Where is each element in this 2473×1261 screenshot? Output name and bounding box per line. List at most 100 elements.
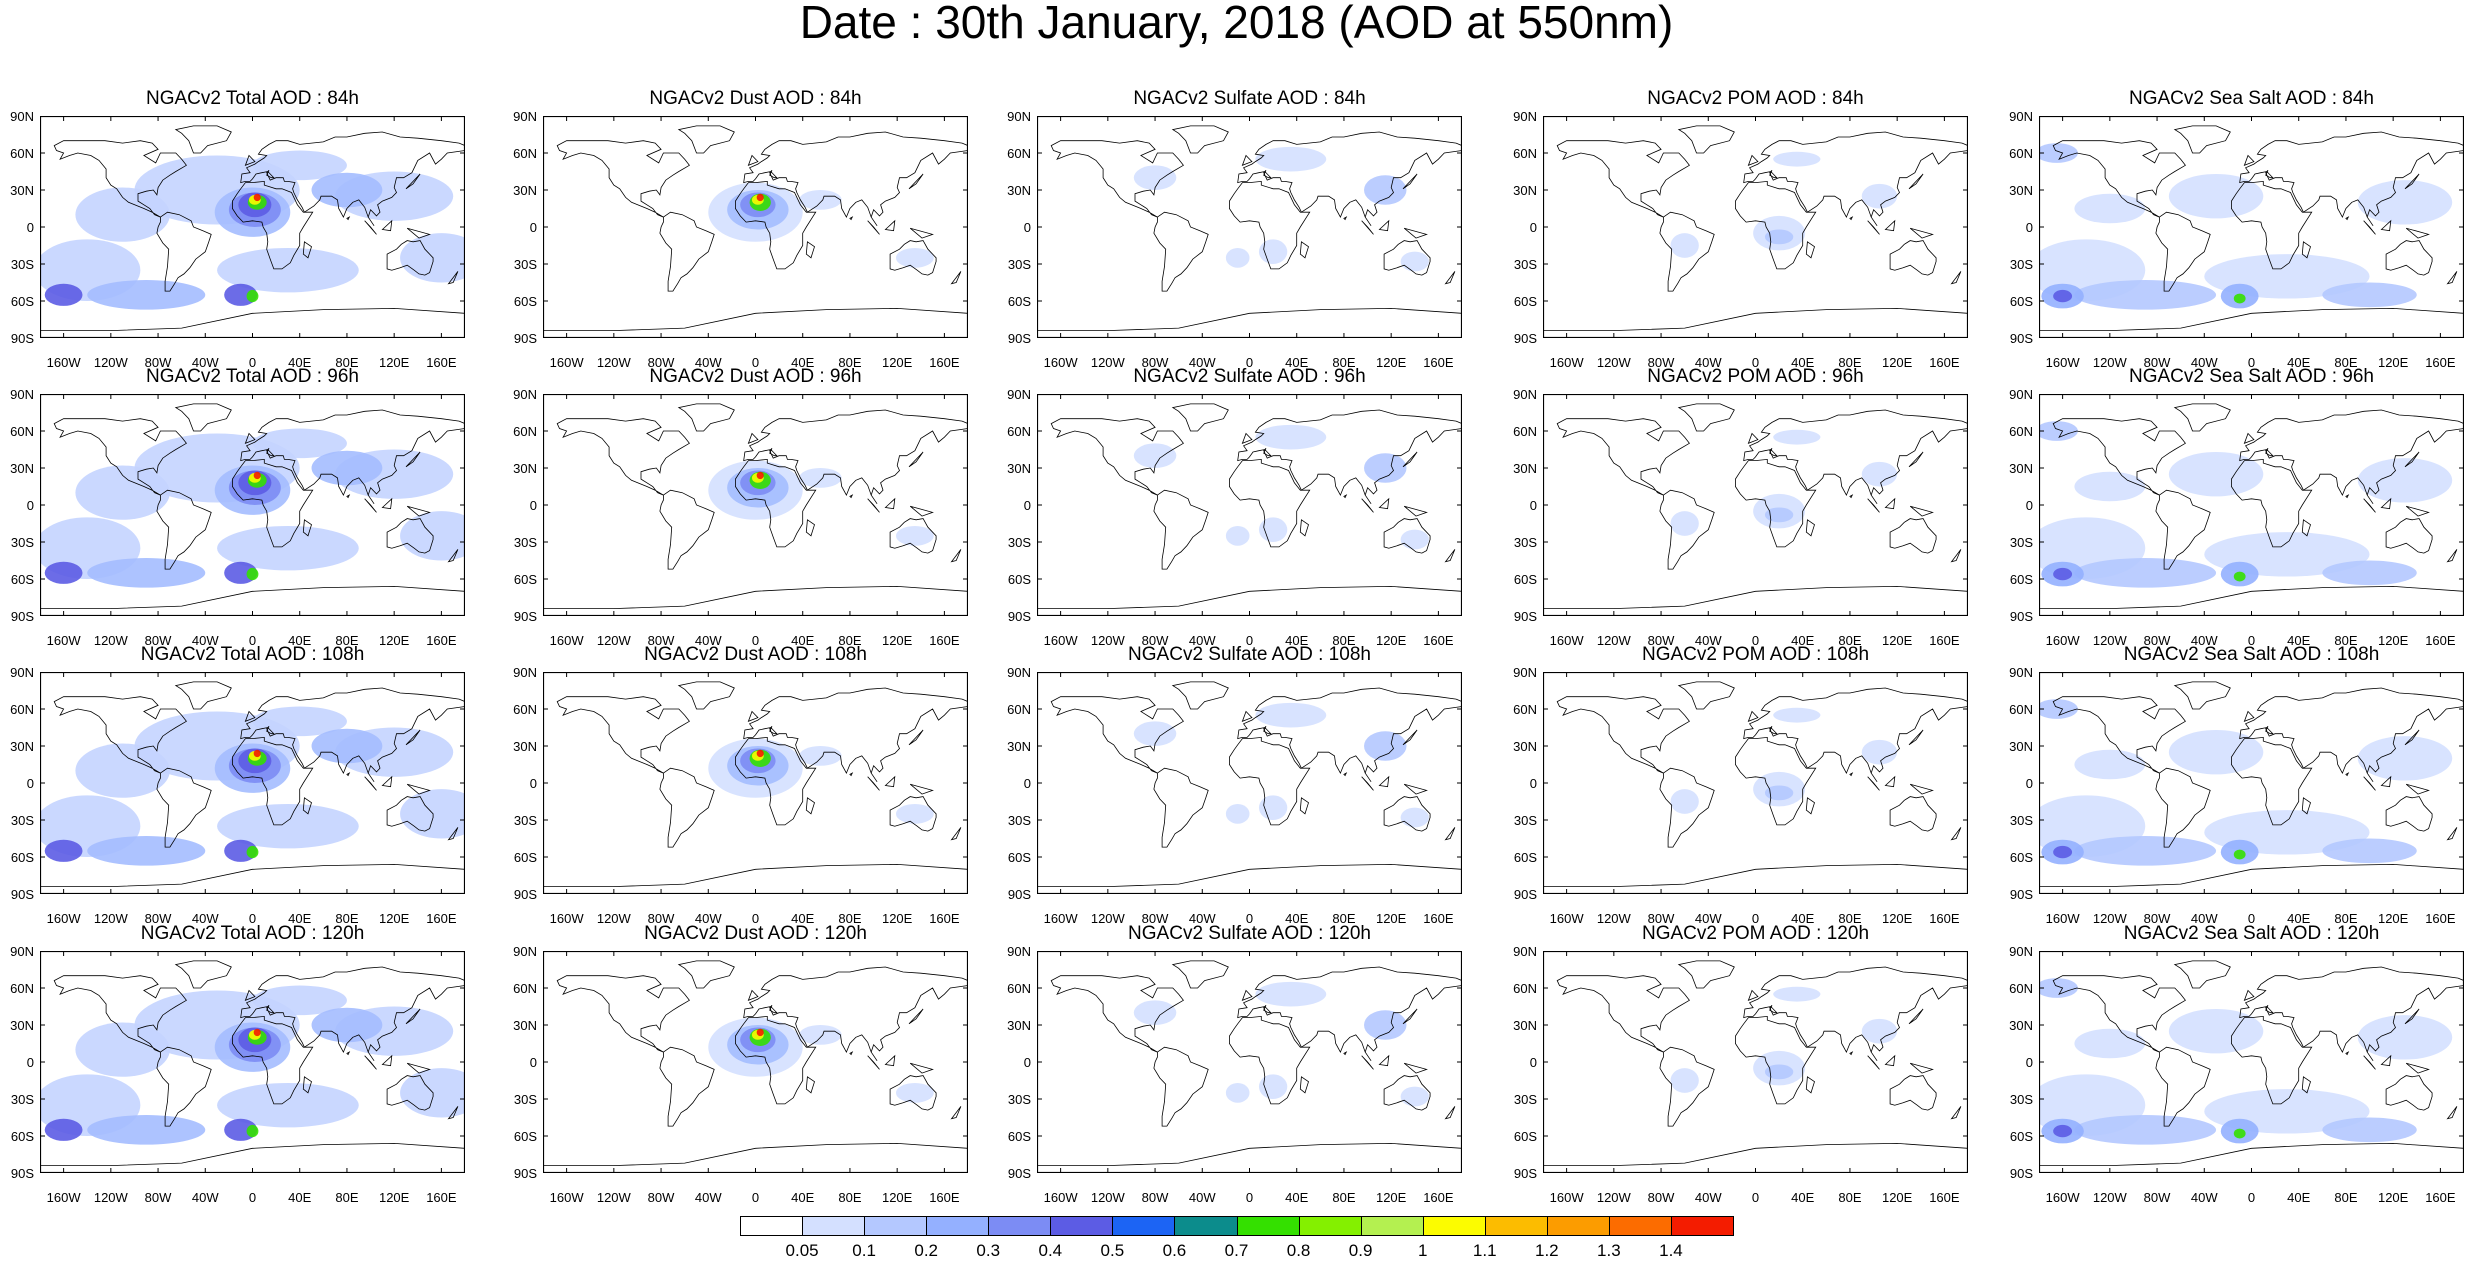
lon-label: 40E [288, 355, 312, 370]
coastline [386, 1075, 434, 1111]
panel-title: NGACv2 Sulfate AOD : 96h [1133, 366, 1366, 387]
coastline [1402, 729, 1418, 746]
lon-label: 40W [694, 1190, 722, 1205]
lat-label: 30S [1007, 535, 1031, 550]
coastline [2173, 681, 2231, 710]
lon-label: 40E [2287, 911, 2311, 926]
lat-label: 60N [2009, 146, 2033, 161]
coastline [1556, 140, 1690, 218]
coastline [156, 211, 212, 292]
map-frame [1543, 951, 1968, 1173]
coastline [405, 173, 421, 190]
lon-label: 40W [1188, 911, 1216, 926]
lon-label: 40E [1791, 633, 1815, 648]
coastline [1747, 989, 1759, 1001]
coastline [1889, 240, 1937, 276]
lat-label: 30N [10, 183, 34, 198]
lon-label: 80E [838, 1190, 862, 1205]
aod-contour [1861, 461, 1898, 487]
lat-label: 30N [2009, 739, 2033, 754]
lon-label: 40W [1694, 1190, 1722, 1205]
colorbar-swatch [1608, 1216, 1672, 1236]
coastline [2239, 131, 2464, 227]
coastline [1228, 736, 1311, 826]
lon-label: 160W [2045, 355, 2080, 370]
lon-label: 120E [378, 911, 410, 926]
coastline [659, 767, 715, 848]
map-frame [543, 672, 968, 894]
aod-contour [2074, 280, 2217, 310]
lon-label: 160E [929, 911, 960, 926]
aod-contour [1400, 251, 1429, 272]
aod-contour [1255, 702, 1327, 728]
lon-label: 120W [1090, 355, 1125, 370]
coastline [244, 989, 256, 1001]
coastline [346, 494, 351, 499]
lon-label: 0 [1751, 1190, 1760, 1205]
coastline [1237, 131, 1462, 227]
coastline [1228, 180, 1311, 270]
lat-label: 60N [1007, 146, 1031, 161]
coastline [2155, 1046, 2211, 1127]
aod-contour [799, 190, 842, 210]
lon-label: 120W [1596, 1190, 1631, 1205]
coastline [849, 494, 854, 499]
coastline [2385, 518, 2433, 554]
coastline [364, 1055, 377, 1070]
coastline [231, 736, 314, 826]
coastline [2230, 180, 2313, 270]
coastline [734, 1015, 817, 1105]
coastline [1403, 505, 1428, 517]
map-frame [40, 672, 465, 894]
coastline [386, 518, 434, 554]
coastline [1444, 271, 1456, 285]
coastline [1867, 776, 1880, 791]
coastline [156, 489, 212, 570]
lon-label: 160W [1549, 1190, 1584, 1205]
lon-label: 40W [1188, 633, 1216, 648]
aod-contour [2357, 1015, 2453, 1060]
coastline [1677, 125, 1735, 154]
map-panel-seasalt-1: NGACv2 Sea Salt AOD : 96h 90N 60N 30N 0 30S 60… [1999, 366, 2473, 650]
coastline [884, 219, 896, 232]
coastline [1343, 216, 1348, 221]
coastline [386, 240, 434, 276]
map-panel-seasalt-2: NGACv2 Sea Salt AOD : 108h 90N 60N 30N 0 30S 6… [1999, 644, 2473, 928]
lon-label: 80W [647, 355, 675, 370]
lon-label: 120W [596, 911, 631, 926]
aod-contour [2039, 421, 2078, 441]
lon-label: 40E [1285, 355, 1309, 370]
lon-label: 40E [1285, 911, 1309, 926]
coastline [1237, 409, 1462, 505]
coastline [1543, 585, 1968, 616]
lon-label: 0 [751, 633, 760, 648]
coastline [805, 519, 815, 537]
coastline [1153, 489, 1209, 570]
aod-contour [311, 172, 383, 208]
aod-contour [2074, 558, 2217, 588]
aod-contour [87, 280, 206, 310]
lat-label: 90N [513, 109, 537, 124]
coastline [53, 975, 187, 1053]
coastline [1747, 432, 1759, 444]
coastline [1950, 1106, 1962, 1120]
lat-label: 30N [1007, 1018, 1031, 1033]
lat-label: 30S [2009, 257, 2033, 272]
panel-title: NGACv2 Total AOD : 96h [146, 366, 359, 387]
lon-label: 80E [838, 911, 862, 926]
lon-label: 160W [1043, 1190, 1078, 1205]
aod-contour [246, 289, 259, 303]
colorbar-label: 0.4 [1038, 1241, 1063, 1260]
coastline [2155, 767, 2211, 848]
lat-label: 60S [2009, 850, 2033, 865]
map-background [1037, 951, 1462, 1173]
lon-label: 160W [1549, 633, 1584, 648]
coastline [2039, 585, 2464, 616]
coastline [677, 681, 735, 710]
map-panel-total-3: NGACv2 Total AOD : 120h 90N 60N 30N 0 30S 60S 9… [0, 923, 505, 1207]
aod-contour [756, 471, 764, 480]
lon-label: 120E [881, 355, 913, 370]
lat-label: 60S [513, 1129, 537, 1144]
coastline [53, 696, 187, 774]
panel-title: NGACv2 POM AOD : 120h [1641, 923, 1870, 944]
